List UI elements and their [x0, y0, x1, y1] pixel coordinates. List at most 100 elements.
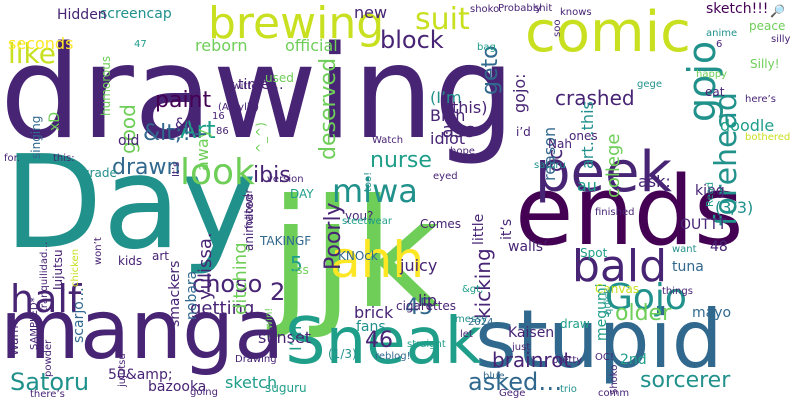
- cloud-word: screencap: [100, 6, 172, 22]
- cloud-word: OUTTT: [680, 217, 727, 233]
- cloud-word: Silly!: [750, 57, 780, 71]
- cloud-word: juicy: [400, 256, 438, 275]
- cloud-word: 48: [710, 239, 728, 255]
- cloud-word: tranquilidad…: [39, 241, 50, 312]
- cloud-word: version: [267, 174, 304, 185]
- cloud-word: finished: [595, 207, 635, 218]
- cloud-word: geto: [478, 45, 503, 96]
- cloud-word: things: [662, 286, 693, 297]
- cloud-word: &gt;: [462, 284, 484, 295]
- cloud-word: Gege: [499, 388, 526, 399]
- cloud-word: 16: [212, 111, 225, 122]
- cloud-word: trio: [560, 384, 577, 395]
- cloud-word: win!: [264, 307, 275, 329]
- cloud-word: shoko.: [470, 4, 503, 15]
- cloud-word: Bleh: [430, 106, 466, 125]
- cloud-word: suit: [415, 2, 470, 37]
- cloud-word: OC!: [595, 352, 614, 363]
- cloud-word: singing: [29, 116, 43, 160]
- cloud-word: there’s: [30, 389, 65, 400]
- cloud-word: straight: [407, 339, 446, 350]
- cloud-word: soo: [552, 19, 563, 37]
- cloud-word: bazooka: [148, 379, 207, 395]
- cloud-word: draw: [560, 317, 590, 331]
- cloud-word: drawn: [112, 155, 181, 180]
- cloud-word: Satoru: [10, 368, 90, 396]
- cloud-word: Comes: [420, 217, 462, 231]
- cloud-word: gojo:: [510, 73, 529, 114]
- cloud-word: old: [118, 133, 140, 149]
- cloud-word: (Acrylic): [218, 102, 260, 113]
- cloud-word: sketch!!!: [706, 1, 769, 17]
- cloud-word: pretty: [552, 355, 583, 366]
- cloud-word: older: [615, 301, 672, 326]
- cloud-word: let: [460, 329, 473, 340]
- cloud-word: official: [285, 36, 338, 55]
- cloud-word: reborn: [195, 36, 248, 55]
- cloud-word: cigarettes: [396, 299, 456, 313]
- cloud-word: look: [180, 152, 255, 193]
- cloud-word: ask:: [638, 172, 671, 191]
- cloud-word: asked…: [468, 368, 563, 396]
- cloud-word: knows: [560, 7, 592, 18]
- cloud-word: 6: [716, 39, 723, 50]
- cloud-word: Day: [4, 129, 257, 278]
- cloud-word: this): [452, 98, 488, 117]
- cloud-word: half: [10, 277, 82, 321]
- cloud-word: Nah: [548, 137, 572, 151]
- cloud-word: yulissa.: [195, 232, 216, 300]
- cloud-word: (3/3): [715, 198, 754, 217]
- cloud-word: satoru: [534, 160, 566, 171]
- cloud-word: brick: [354, 303, 394, 322]
- cloud-word: Gojo: [605, 277, 687, 318]
- cloud-word: comic: [525, 0, 691, 65]
- cloud-word: 🔎: [770, 4, 785, 18]
- cloud-word: 5: [290, 252, 303, 276]
- cloud-word: au: [577, 176, 597, 195]
- cloud-word: xD: [47, 111, 63, 131]
- cloud-word: mayo: [692, 305, 732, 321]
- cloud-word: you?: [345, 209, 374, 223]
- cloud-word: doodle: [720, 116, 775, 135]
- cloud-word: drawing: [0, 19, 515, 168]
- cloud-word: 2024: [468, 317, 494, 328]
- cloud-word: block: [380, 26, 444, 54]
- cloud-word: Watch: [372, 135, 404, 146]
- cloud-word: walls’: [508, 239, 548, 255]
- cloud-word: 2: [270, 278, 286, 306]
- cloud-word: ibis: [253, 163, 291, 188]
- cloud-word: won’t: [93, 237, 104, 265]
- cloud-word: like: [8, 37, 57, 70]
- cloud-word: ahh: [330, 231, 425, 289]
- cloud-word: sorcerer: [640, 368, 731, 393]
- cloud-word: 46: [365, 328, 393, 353]
- cloud-word: deserved: [316, 58, 341, 161]
- cloud-word: nurse: [370, 148, 432, 173]
- cloud-word: peek: [535, 140, 672, 205]
- cloud-word: &lt;: [175, 116, 201, 132]
- cloud-word: stupid: [475, 293, 723, 386]
- cloud-word: anime: [706, 28, 738, 39]
- cloud-word: just: [512, 342, 531, 353]
- cloud-word: Canvas: [595, 282, 640, 296]
- cloud-word: crashed: [555, 86, 635, 110]
- cloud-word: animated: [242, 194, 256, 252]
- cloud-word: smackers: [167, 260, 183, 327]
- cloud-word: grade: [82, 166, 117, 180]
- cloud-word: peace: [749, 19, 786, 33]
- cloud-word: time…: [238, 77, 284, 93]
- cloud-word: i’d: [516, 125, 531, 139]
- cloud-word: KNOck: [338, 249, 378, 263]
- cloud-word: used: [265, 71, 294, 85]
- cloud-word: Jujutsu: [51, 249, 65, 291]
- cloud-word: college: [603, 133, 624, 198]
- cloud-word: ones: [569, 129, 598, 143]
- cloud-word: bothered: [745, 132, 791, 143]
- cloud-word: king: [695, 183, 725, 199]
- cloud-word: Hidden: [57, 7, 107, 23]
- cloud-word: (I’m: [430, 88, 462, 107]
- cloud-word: Probably: [498, 3, 542, 14]
- cloud-word: bag: [477, 42, 496, 53]
- cloud-word: silly: [771, 34, 791, 45]
